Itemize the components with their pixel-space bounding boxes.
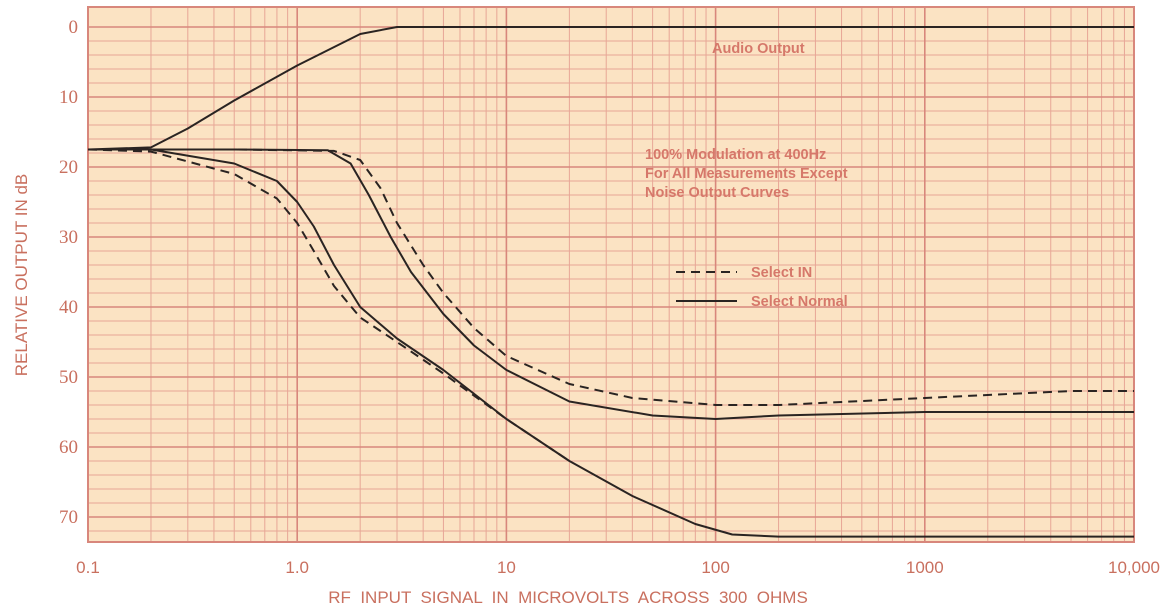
x-tick-label: 10,000 <box>1108 558 1160 577</box>
y-tick-label: 40 <box>59 297 78 318</box>
y-tick-label: 10 <box>59 87 78 108</box>
legend-label: Select IN <box>751 265 812 281</box>
plot-background <box>88 7 1134 542</box>
legend: Select IN Select Normal <box>676 265 848 310</box>
y-axis-label: RELATIVE OUTPUT IN dB <box>12 174 31 376</box>
y-tick-label: 60 <box>59 437 78 458</box>
x-axis-label: RF INPUT SIGNAL IN MICROVOLTS ACROSS 300… <box>328 588 808 607</box>
y-tick-labels: 0 10 20 30 40 50 60 70 <box>59 17 78 528</box>
annotation-modulation-line-2: For All Measurements Except <box>645 166 848 182</box>
annotation-audio-output: Audio Output <box>712 41 805 57</box>
annotation-modulation-line-3: Noise Output Curves <box>645 185 789 201</box>
series-line-1 <box>87 26 1134 151</box>
y-tick-label: 70 <box>59 507 78 528</box>
legend-label: Select Normal <box>751 294 848 310</box>
annotation-modulation-line-1: 100% Modulation at 400Hz <box>645 147 826 163</box>
x-tick-label: 100 <box>701 558 729 577</box>
x-tick-label: 0.1 <box>76 558 100 577</box>
series-line-3 <box>88 148 1134 420</box>
grid-minor <box>88 7 1134 542</box>
series-line-4 <box>88 148 1134 538</box>
plot-frame <box>87 6 1135 543</box>
y-tick-label: 30 <box>59 227 78 248</box>
y-tick-label: 50 <box>59 367 78 388</box>
x-tick-label: 1000 <box>906 558 944 577</box>
y-tick-label: 20 <box>59 157 78 178</box>
x-tick-labels: 0.1 1.0 10 100 1000 10,000 <box>76 558 1160 577</box>
series-line-5 <box>87 148 570 462</box>
series-layer <box>87 26 1134 538</box>
y-tick-label: 0 <box>69 17 79 38</box>
x-tick-label: 1.0 <box>285 558 309 577</box>
annotations: Audio Output 100% Modulation at 400Hz For … <box>645 41 848 201</box>
x-tick-label: 10 <box>497 558 516 577</box>
